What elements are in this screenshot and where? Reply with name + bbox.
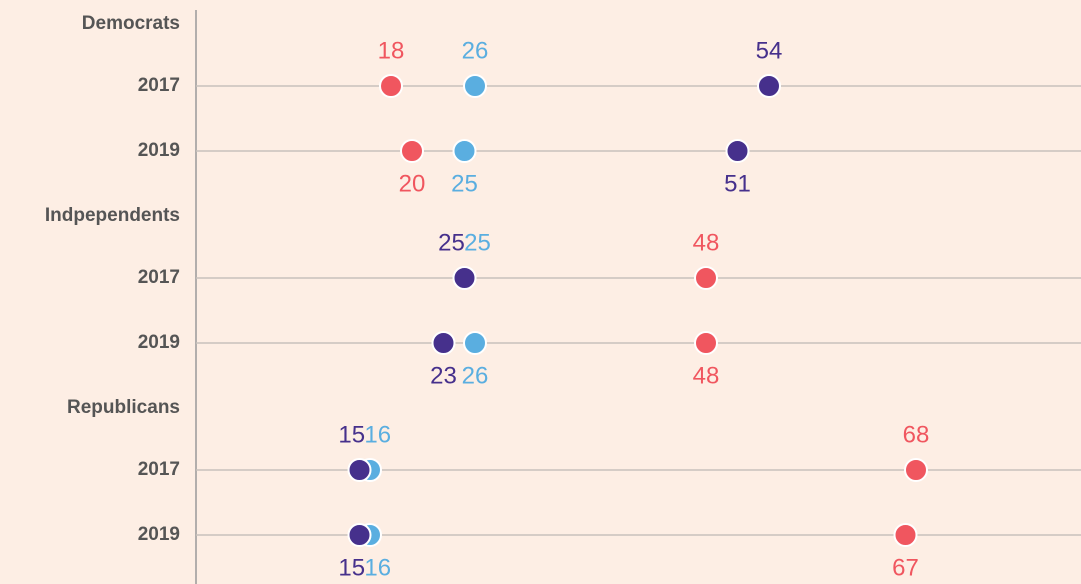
group-label: Democrats bbox=[82, 13, 180, 34]
value-label: 25 bbox=[464, 229, 491, 256]
value-label: 20 bbox=[399, 170, 426, 197]
dot bbox=[347, 523, 372, 547]
dot bbox=[452, 139, 477, 163]
row-label: 2019 bbox=[138, 524, 180, 545]
value-label: 15 bbox=[338, 554, 365, 581]
row-label: 2017 bbox=[138, 75, 180, 96]
value-label: 51 bbox=[724, 170, 751, 197]
value-label: 25 bbox=[451, 170, 478, 197]
dot bbox=[431, 331, 456, 355]
value-label: 26 bbox=[462, 362, 489, 389]
value-label: 26 bbox=[462, 37, 489, 64]
dot bbox=[904, 458, 928, 482]
dot bbox=[893, 523, 918, 547]
value-label: 15 bbox=[338, 421, 365, 448]
group-label: Republicans bbox=[67, 397, 180, 418]
value-label: 23 bbox=[430, 362, 457, 389]
value-label: 48 bbox=[693, 362, 720, 389]
dot bbox=[347, 458, 372, 482]
dot bbox=[694, 266, 718, 290]
group-label: Indpependents bbox=[45, 205, 180, 226]
value-label: 25 bbox=[438, 229, 465, 256]
value-label: 16 bbox=[364, 554, 391, 581]
dot bbox=[452, 266, 477, 290]
dot bbox=[725, 139, 750, 163]
dot bbox=[463, 74, 487, 98]
row-label: 2019 bbox=[138, 332, 180, 353]
value-label: 68 bbox=[903, 421, 930, 448]
value-label: 48 bbox=[693, 229, 720, 256]
value-label: 18 bbox=[378, 37, 405, 64]
dot bbox=[463, 331, 487, 355]
row-label: 2017 bbox=[138, 459, 180, 480]
value-label: 16 bbox=[364, 421, 391, 448]
dot bbox=[379, 74, 403, 98]
dot bbox=[694, 331, 718, 355]
dot bbox=[400, 139, 424, 163]
dot bbox=[757, 74, 781, 98]
value-label: 54 bbox=[756, 37, 783, 64]
value-label: 67 bbox=[892, 554, 919, 581]
row-label: 2019 bbox=[138, 140, 180, 161]
row-label: 2017 bbox=[138, 267, 180, 288]
